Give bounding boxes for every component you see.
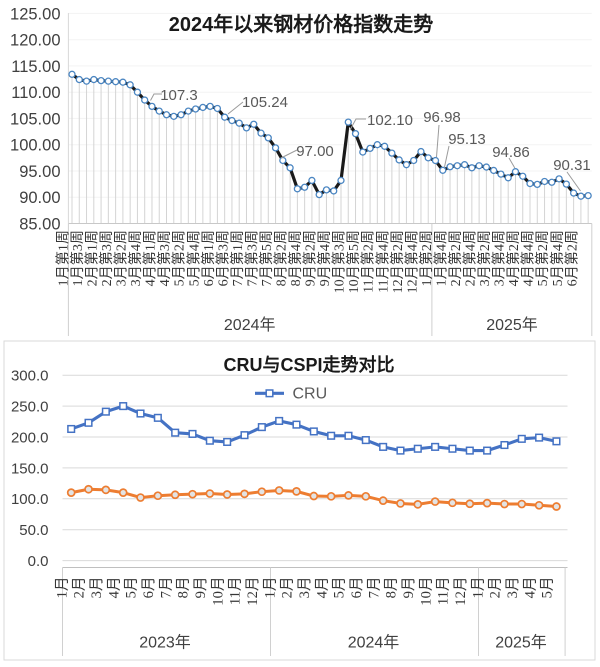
svg-text:11月: 11月 <box>228 577 244 606</box>
svg-text:1月第4周: 1月第4周 <box>432 230 449 286</box>
svg-text:115.00: 115.00 <box>11 58 60 76</box>
svg-text:110.00: 110.00 <box>11 84 60 102</box>
svg-text:5月第2周: 5月第2周 <box>534 230 551 286</box>
svg-text:2025年: 2025年 <box>486 316 538 334</box>
svg-text:4月: 4月 <box>106 577 122 599</box>
svg-text:8月第2周: 8月第2周 <box>273 230 290 286</box>
svg-text:1月: 1月 <box>470 577 486 599</box>
svg-text:8月: 8月 <box>176 577 192 599</box>
svg-text:12月: 12月 <box>245 577 261 606</box>
svg-text:12月第4周: 12月第4周 <box>403 230 420 293</box>
svg-text:3月: 3月 <box>89 577 105 599</box>
svg-text:4月第4周: 4月第4周 <box>520 230 537 286</box>
svg-text:150.0: 150.0 <box>11 460 49 477</box>
svg-text:250.0: 250.0 <box>11 399 49 416</box>
svg-text:100.0: 100.0 <box>11 491 49 508</box>
svg-text:3月第2周: 3月第2周 <box>113 230 130 286</box>
svg-text:10月: 10月 <box>418 577 434 606</box>
svg-text:5月第4周: 5月第4周 <box>185 230 202 286</box>
svg-text:4月第2周: 4月第2周 <box>505 230 522 286</box>
svg-text:95.13: 95.13 <box>448 131 486 148</box>
svg-text:7月: 7月 <box>158 577 174 599</box>
svg-text:2月第2周: 2月第2周 <box>447 230 464 286</box>
svg-text:0.0: 0.0 <box>28 553 49 570</box>
svg-text:5月第2周: 5月第2周 <box>171 230 188 286</box>
svg-text:102.10: 102.10 <box>367 112 413 129</box>
svg-text:1月: 1月 <box>54 577 70 599</box>
svg-text:10月第3周: 10月第3周 <box>331 230 348 293</box>
svg-text:12月: 12月 <box>453 577 469 606</box>
svg-text:11月第2周: 11月第2周 <box>360 230 377 293</box>
svg-text:11月: 11月 <box>436 577 452 606</box>
svg-text:3月第2周: 3月第2周 <box>476 230 493 286</box>
svg-text:2023年: 2023年 <box>139 634 191 652</box>
svg-text:120.00: 120.00 <box>10 32 60 50</box>
svg-text:7月: 7月 <box>366 577 382 599</box>
svg-text:11月第4周: 11月第4周 <box>374 230 391 293</box>
svg-text:90.31: 90.31 <box>553 157 591 174</box>
svg-text:6月第2周: 6月第2周 <box>563 230 580 286</box>
svg-text:12月第2周: 12月第2周 <box>389 230 406 293</box>
svg-text:1月第3周: 1月第3周 <box>69 230 86 286</box>
svg-text:8月: 8月 <box>384 577 400 599</box>
svg-text:9月第2周: 9月第2周 <box>302 230 319 286</box>
svg-text:5月: 5月 <box>540 577 556 599</box>
svg-text:4月第1周: 4月第1周 <box>142 230 159 286</box>
svg-text:90.00: 90.00 <box>19 189 60 207</box>
svg-text:97.00: 97.00 <box>296 143 334 160</box>
svg-text:200.0: 200.0 <box>11 429 49 446</box>
svg-text:5月: 5月 <box>124 577 140 599</box>
svg-text:2月第1周: 2月第1周 <box>83 230 100 286</box>
svg-text:50.0: 50.0 <box>19 522 48 539</box>
svg-text:5月第4周: 5月第4周 <box>549 230 566 286</box>
svg-text:3月: 3月 <box>297 577 313 599</box>
svg-text:6月: 6月 <box>141 577 157 599</box>
svg-text:9月第4周: 9月第4周 <box>316 230 333 286</box>
svg-text:2024年: 2024年 <box>224 316 276 334</box>
svg-text:125.00: 125.00 <box>10 5 60 23</box>
svg-text:2月第4周: 2月第4周 <box>462 230 479 286</box>
svg-text:10月第5周: 10月第5周 <box>345 230 362 293</box>
svg-text:6月: 6月 <box>349 577 365 599</box>
svg-text:10月: 10月 <box>210 577 226 606</box>
svg-text:3月第4周: 3月第4周 <box>491 230 508 286</box>
svg-text:2024年以来钢材价格指数走势: 2024年以来钢材价格指数走势 <box>169 12 434 36</box>
svg-text:2024年: 2024年 <box>348 634 400 652</box>
svg-text:1月第2周: 1月第2周 <box>418 230 435 286</box>
svg-text:CRU: CRU <box>293 385 328 402</box>
svg-text:94.86: 94.86 <box>492 144 530 161</box>
svg-text:7月第5周: 7月第5周 <box>258 230 275 286</box>
svg-text:9月: 9月 <box>401 577 417 599</box>
svg-text:3月第4周: 3月第4周 <box>127 230 144 286</box>
svg-text:4月: 4月 <box>314 577 330 599</box>
svg-text:2月: 2月 <box>488 577 504 599</box>
svg-text:7月第1周: 7月第1周 <box>229 230 246 286</box>
svg-text:4月: 4月 <box>522 577 538 599</box>
svg-text:8月第4周: 8月第4周 <box>287 230 304 286</box>
svg-text:7月第3周: 7月第3周 <box>243 230 260 286</box>
svg-text:107.3: 107.3 <box>160 87 198 104</box>
svg-text:9月: 9月 <box>193 577 209 599</box>
svg-text:300.0: 300.0 <box>11 368 49 385</box>
svg-text:1月: 1月 <box>262 577 278 599</box>
svg-text:85.00: 85.00 <box>19 216 60 234</box>
svg-text:96.98: 96.98 <box>423 109 461 126</box>
svg-text:6月第3周: 6月第3周 <box>214 230 231 286</box>
svg-text:2025年: 2025年 <box>495 634 547 652</box>
svg-text:95.00: 95.00 <box>19 163 60 181</box>
svg-text:6月第1周: 6月第1周 <box>200 230 217 286</box>
svg-text:4月第3周: 4月第3周 <box>156 230 173 286</box>
svg-text:5月: 5月 <box>332 577 348 599</box>
svg-text:100.00: 100.00 <box>10 137 60 155</box>
svg-text:2月: 2月 <box>280 577 296 599</box>
svg-text:3月: 3月 <box>505 577 521 599</box>
svg-text:105.00: 105.00 <box>10 110 60 128</box>
svg-text:CRU与CSPI走势对比: CRU与CSPI走势对比 <box>223 354 394 375</box>
svg-text:2月: 2月 <box>72 577 88 599</box>
svg-text:1月第1周: 1月第1周 <box>54 230 71 286</box>
svg-text:105.24: 105.24 <box>242 94 288 111</box>
svg-text:2月第3周: 2月第3周 <box>98 230 115 286</box>
